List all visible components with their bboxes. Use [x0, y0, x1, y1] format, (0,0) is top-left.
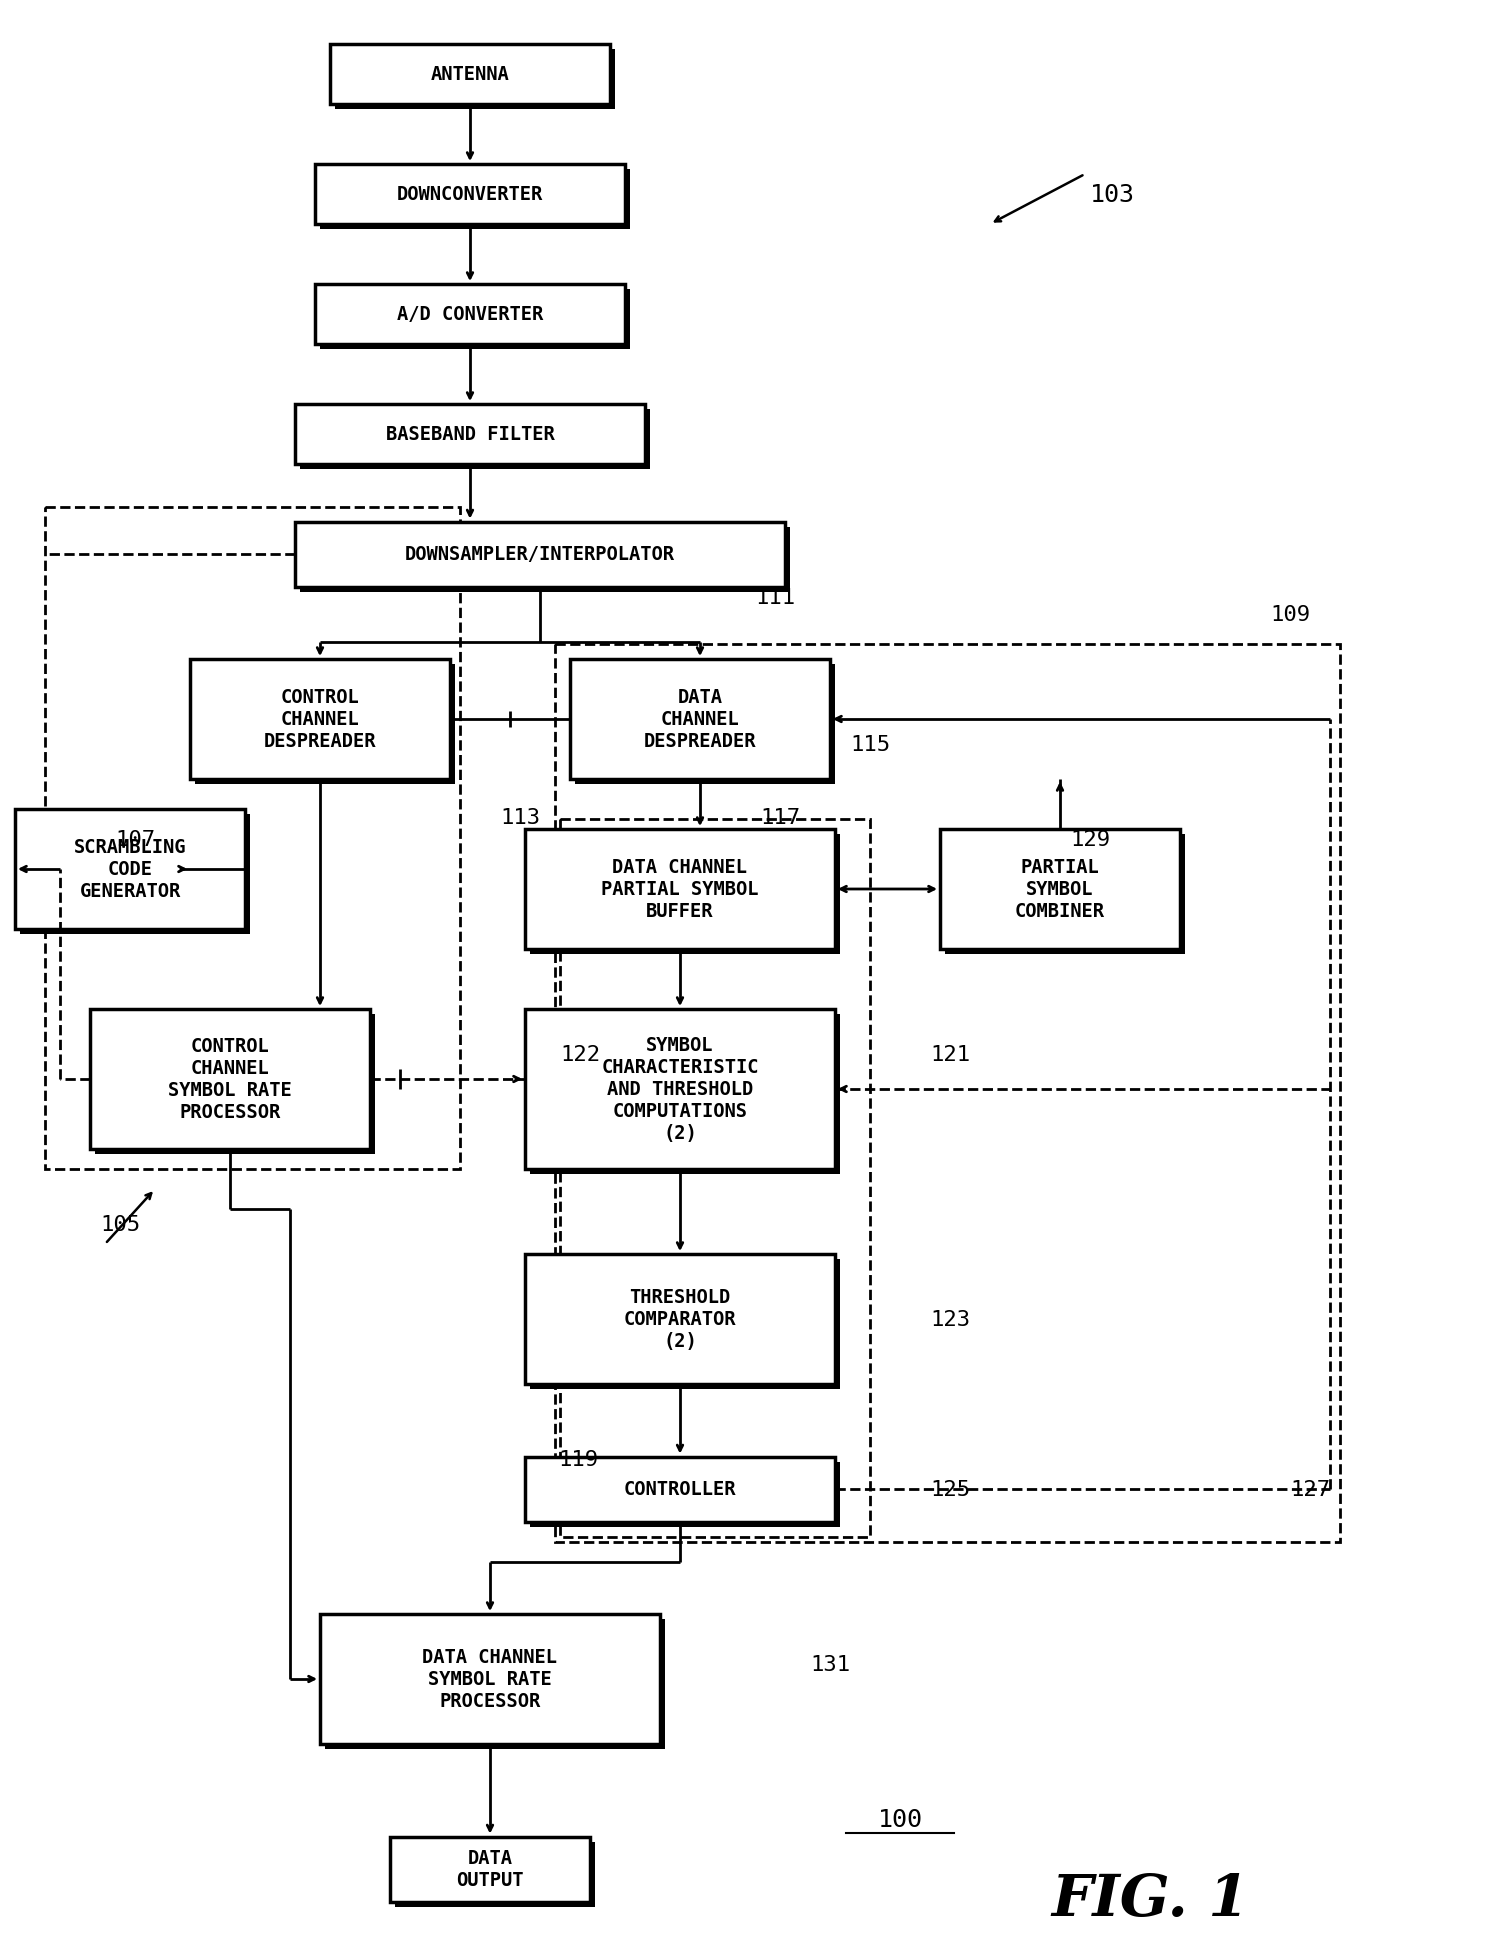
Bar: [944, 834, 1185, 955]
Bar: [301, 526, 790, 593]
Bar: [45, 507, 459, 1170]
Bar: [95, 1014, 375, 1155]
Bar: [524, 1254, 836, 1384]
Text: 117: 117: [760, 808, 801, 828]
Bar: [320, 290, 630, 350]
Text: CONTROLLER: CONTROLLER: [624, 1479, 736, 1499]
Text: 115: 115: [851, 734, 890, 755]
Bar: [394, 1842, 595, 1906]
Text: DATA
CHANNEL
DESPREADER: DATA CHANNEL DESPREADER: [644, 689, 756, 751]
Bar: [314, 164, 626, 225]
Bar: [570, 660, 830, 779]
Bar: [295, 405, 645, 464]
Bar: [195, 665, 455, 785]
Bar: [301, 409, 650, 470]
Text: BASEBAND FILTER: BASEBAND FILTER: [385, 425, 555, 444]
Text: DATA CHANNEL
SYMBOL RATE
PROCESSOR: DATA CHANNEL SYMBOL RATE PROCESSOR: [423, 1648, 558, 1710]
Bar: [15, 810, 245, 930]
Text: 127: 127: [1290, 1479, 1330, 1499]
Bar: [561, 820, 870, 1536]
Bar: [335, 51, 615, 110]
Bar: [576, 665, 836, 785]
Bar: [91, 1010, 370, 1149]
Text: DATA
OUTPUT: DATA OUTPUT: [456, 1849, 524, 1890]
Text: CONTROL
CHANNEL
DESPREADER: CONTROL CHANNEL DESPREADER: [264, 689, 376, 751]
Bar: [530, 1260, 840, 1389]
Bar: [190, 660, 450, 779]
Bar: [530, 1462, 840, 1526]
Bar: [524, 830, 836, 949]
Text: 105: 105: [100, 1215, 141, 1235]
Text: FIG. 1: FIG. 1: [1052, 1871, 1250, 1928]
Text: ANTENNA: ANTENNA: [431, 65, 509, 84]
Text: 131: 131: [810, 1654, 851, 1673]
Text: 113: 113: [500, 808, 539, 828]
Text: DOWNCONVERTER: DOWNCONVERTER: [397, 186, 542, 204]
Bar: [555, 644, 1340, 1542]
Bar: [325, 1618, 665, 1750]
Text: 122: 122: [561, 1045, 600, 1065]
Text: DATA CHANNEL
PARTIAL SYMBOL
BUFFER: DATA CHANNEL PARTIAL SYMBOL BUFFER: [601, 857, 759, 922]
Bar: [530, 834, 840, 955]
Text: 103: 103: [1089, 182, 1135, 207]
Text: 109: 109: [1271, 605, 1310, 624]
Bar: [320, 170, 630, 229]
Bar: [320, 1615, 660, 1744]
Text: SCRAMBLING
CODE
GENERATOR: SCRAMBLING CODE GENERATOR: [74, 838, 186, 900]
Bar: [314, 286, 626, 344]
Bar: [390, 1836, 589, 1902]
Bar: [295, 523, 786, 587]
Text: 100: 100: [878, 1806, 923, 1832]
Bar: [20, 814, 249, 935]
Text: PARTIAL
SYMBOL
COMBINER: PARTIAL SYMBOL COMBINER: [1015, 857, 1105, 922]
Bar: [524, 1456, 836, 1523]
Text: 111: 111: [756, 587, 795, 609]
Text: 107: 107: [115, 830, 156, 849]
Text: 121: 121: [929, 1045, 970, 1065]
Text: 119: 119: [558, 1450, 598, 1470]
Text: CONTROL
CHANNEL
SYMBOL RATE
PROCESSOR: CONTROL CHANNEL SYMBOL RATE PROCESSOR: [168, 1037, 292, 1121]
Bar: [329, 45, 610, 106]
Text: DOWNSAMPLER/INTERPOLATOR: DOWNSAMPLER/INTERPOLATOR: [405, 546, 675, 564]
Text: A/D CONVERTER: A/D CONVERTER: [397, 305, 542, 325]
Bar: [524, 1010, 836, 1170]
Text: 123: 123: [929, 1309, 970, 1329]
Text: 125: 125: [929, 1479, 970, 1499]
Bar: [530, 1014, 840, 1174]
Text: THRESHOLD
COMPARATOR
(2): THRESHOLD COMPARATOR (2): [624, 1288, 736, 1350]
Text: SYMBOL
CHARACTERISTIC
AND THRESHOLD
COMPUTATIONS
(2): SYMBOL CHARACTERISTIC AND THRESHOLD COMP…: [601, 1035, 759, 1143]
Text: 129: 129: [1070, 830, 1111, 849]
Bar: [940, 830, 1180, 949]
